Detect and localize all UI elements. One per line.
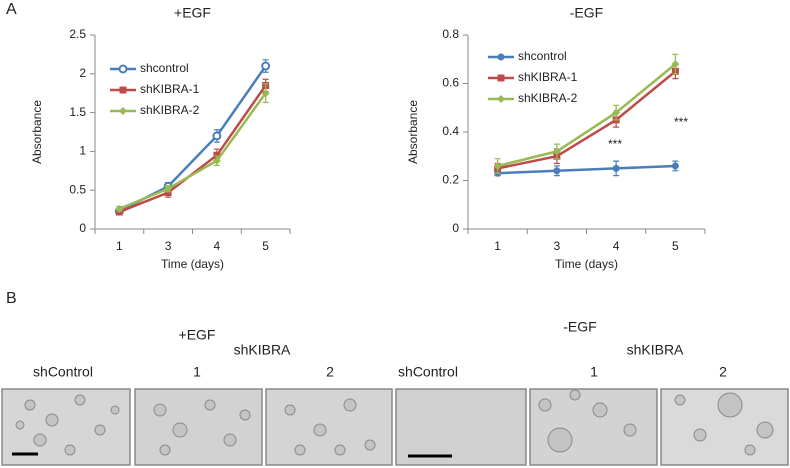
micrograph <box>529 388 658 466</box>
micrographs <box>1 388 789 466</box>
cells <box>15 389 774 456</box>
chart-title: -EGF <box>570 5 603 21</box>
chart-title: +EGF <box>174 5 211 21</box>
panel-label: B <box>6 290 17 307</box>
group-label: shKIBRA <box>234 342 291 358</box>
micrograph <box>134 388 263 466</box>
x-tick-label: 5 <box>672 239 679 253</box>
micrograph <box>265 388 393 466</box>
series-line <box>497 164 676 175</box>
y-tick-label: 1.5 <box>69 105 86 119</box>
marker <box>115 204 124 213</box>
y-tick-label: 2.5 <box>69 27 86 41</box>
x-axis-label: Time (days) <box>161 257 224 271</box>
y-tick-label: 0 <box>79 221 86 235</box>
y-tick-label: 0.6 <box>442 76 459 90</box>
y-tick-label: 1 <box>79 144 86 158</box>
marker <box>212 131 222 141</box>
x-tick-label: 4 <box>214 239 221 253</box>
marker <box>261 89 270 98</box>
marker <box>671 60 680 69</box>
marker <box>553 167 561 175</box>
marker <box>497 74 505 82</box>
marker <box>552 147 561 156</box>
legend-label: shKIBRA-1 <box>140 82 200 96</box>
series-line <box>118 92 267 210</box>
legend-label: shKIBRA-2 <box>518 91 578 105</box>
marker <box>119 107 127 115</box>
marker <box>213 151 221 159</box>
x-tick-label: 4 <box>613 239 620 253</box>
x-tick-label: 1 <box>116 239 123 253</box>
series-line <box>497 63 677 168</box>
marker <box>612 164 620 172</box>
panel-label: A <box>6 1 17 18</box>
marker <box>497 95 505 103</box>
x-tick-label: 3 <box>165 239 172 253</box>
y-tick-label: 2 <box>79 66 86 80</box>
x-tick-label: 5 <box>262 239 269 253</box>
y-tick-label: 0.5 <box>69 182 86 196</box>
y-axis-label: Absorbance <box>406 100 420 164</box>
y-tick-label: 0 <box>452 221 459 235</box>
legend-label: shKIBRA-1 <box>518 70 578 84</box>
column-label: shControl <box>33 364 93 380</box>
column-label: 2 <box>719 364 727 380</box>
x-tick-label: 1 <box>494 239 501 253</box>
group-label: shKIBRA <box>627 342 684 358</box>
marker <box>671 162 679 170</box>
condition-title: +EGF <box>179 327 216 343</box>
micrograph <box>395 388 527 466</box>
y-tick-label: 0.8 <box>442 27 459 41</box>
marker <box>497 53 505 61</box>
column-label: shControl <box>398 364 458 380</box>
column-label: 1 <box>590 364 598 380</box>
column-label: 1 <box>193 364 201 380</box>
x-axis-label: Time (days) <box>555 257 618 271</box>
x-tick-label: 3 <box>554 239 561 253</box>
y-axis-label: Absorbance <box>30 100 44 164</box>
marker <box>261 61 271 71</box>
marker <box>493 161 502 170</box>
column-label: 2 <box>326 364 334 380</box>
legend-label: shcontrol <box>518 49 567 63</box>
y-tick-label: 0.2 <box>442 173 459 187</box>
condition-title: -EGF <box>563 319 596 335</box>
marker <box>212 156 221 165</box>
marker <box>164 184 173 193</box>
marker <box>119 86 127 94</box>
annotation: *** <box>674 115 688 129</box>
y-tick-label: 0.4 <box>442 124 459 138</box>
legend-label: shKIBRA-2 <box>140 103 200 117</box>
annotation: *** <box>608 137 622 151</box>
series-line <box>497 70 677 170</box>
legend-label: shcontrol <box>140 61 189 75</box>
marker <box>118 64 128 74</box>
marker <box>612 108 621 117</box>
